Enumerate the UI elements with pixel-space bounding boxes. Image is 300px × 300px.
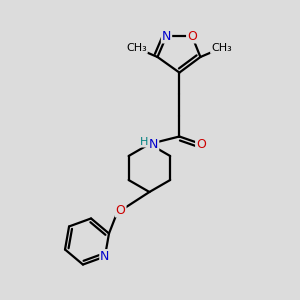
Text: N: N xyxy=(162,29,171,43)
Text: O: O xyxy=(116,203,125,217)
Text: N: N xyxy=(149,137,158,151)
Text: CH₃: CH₃ xyxy=(126,43,147,53)
Text: O: O xyxy=(187,29,197,43)
Text: H: H xyxy=(140,136,148,147)
Text: CH₃: CH₃ xyxy=(211,43,232,53)
Text: N: N xyxy=(100,250,110,263)
Text: O: O xyxy=(196,137,206,151)
